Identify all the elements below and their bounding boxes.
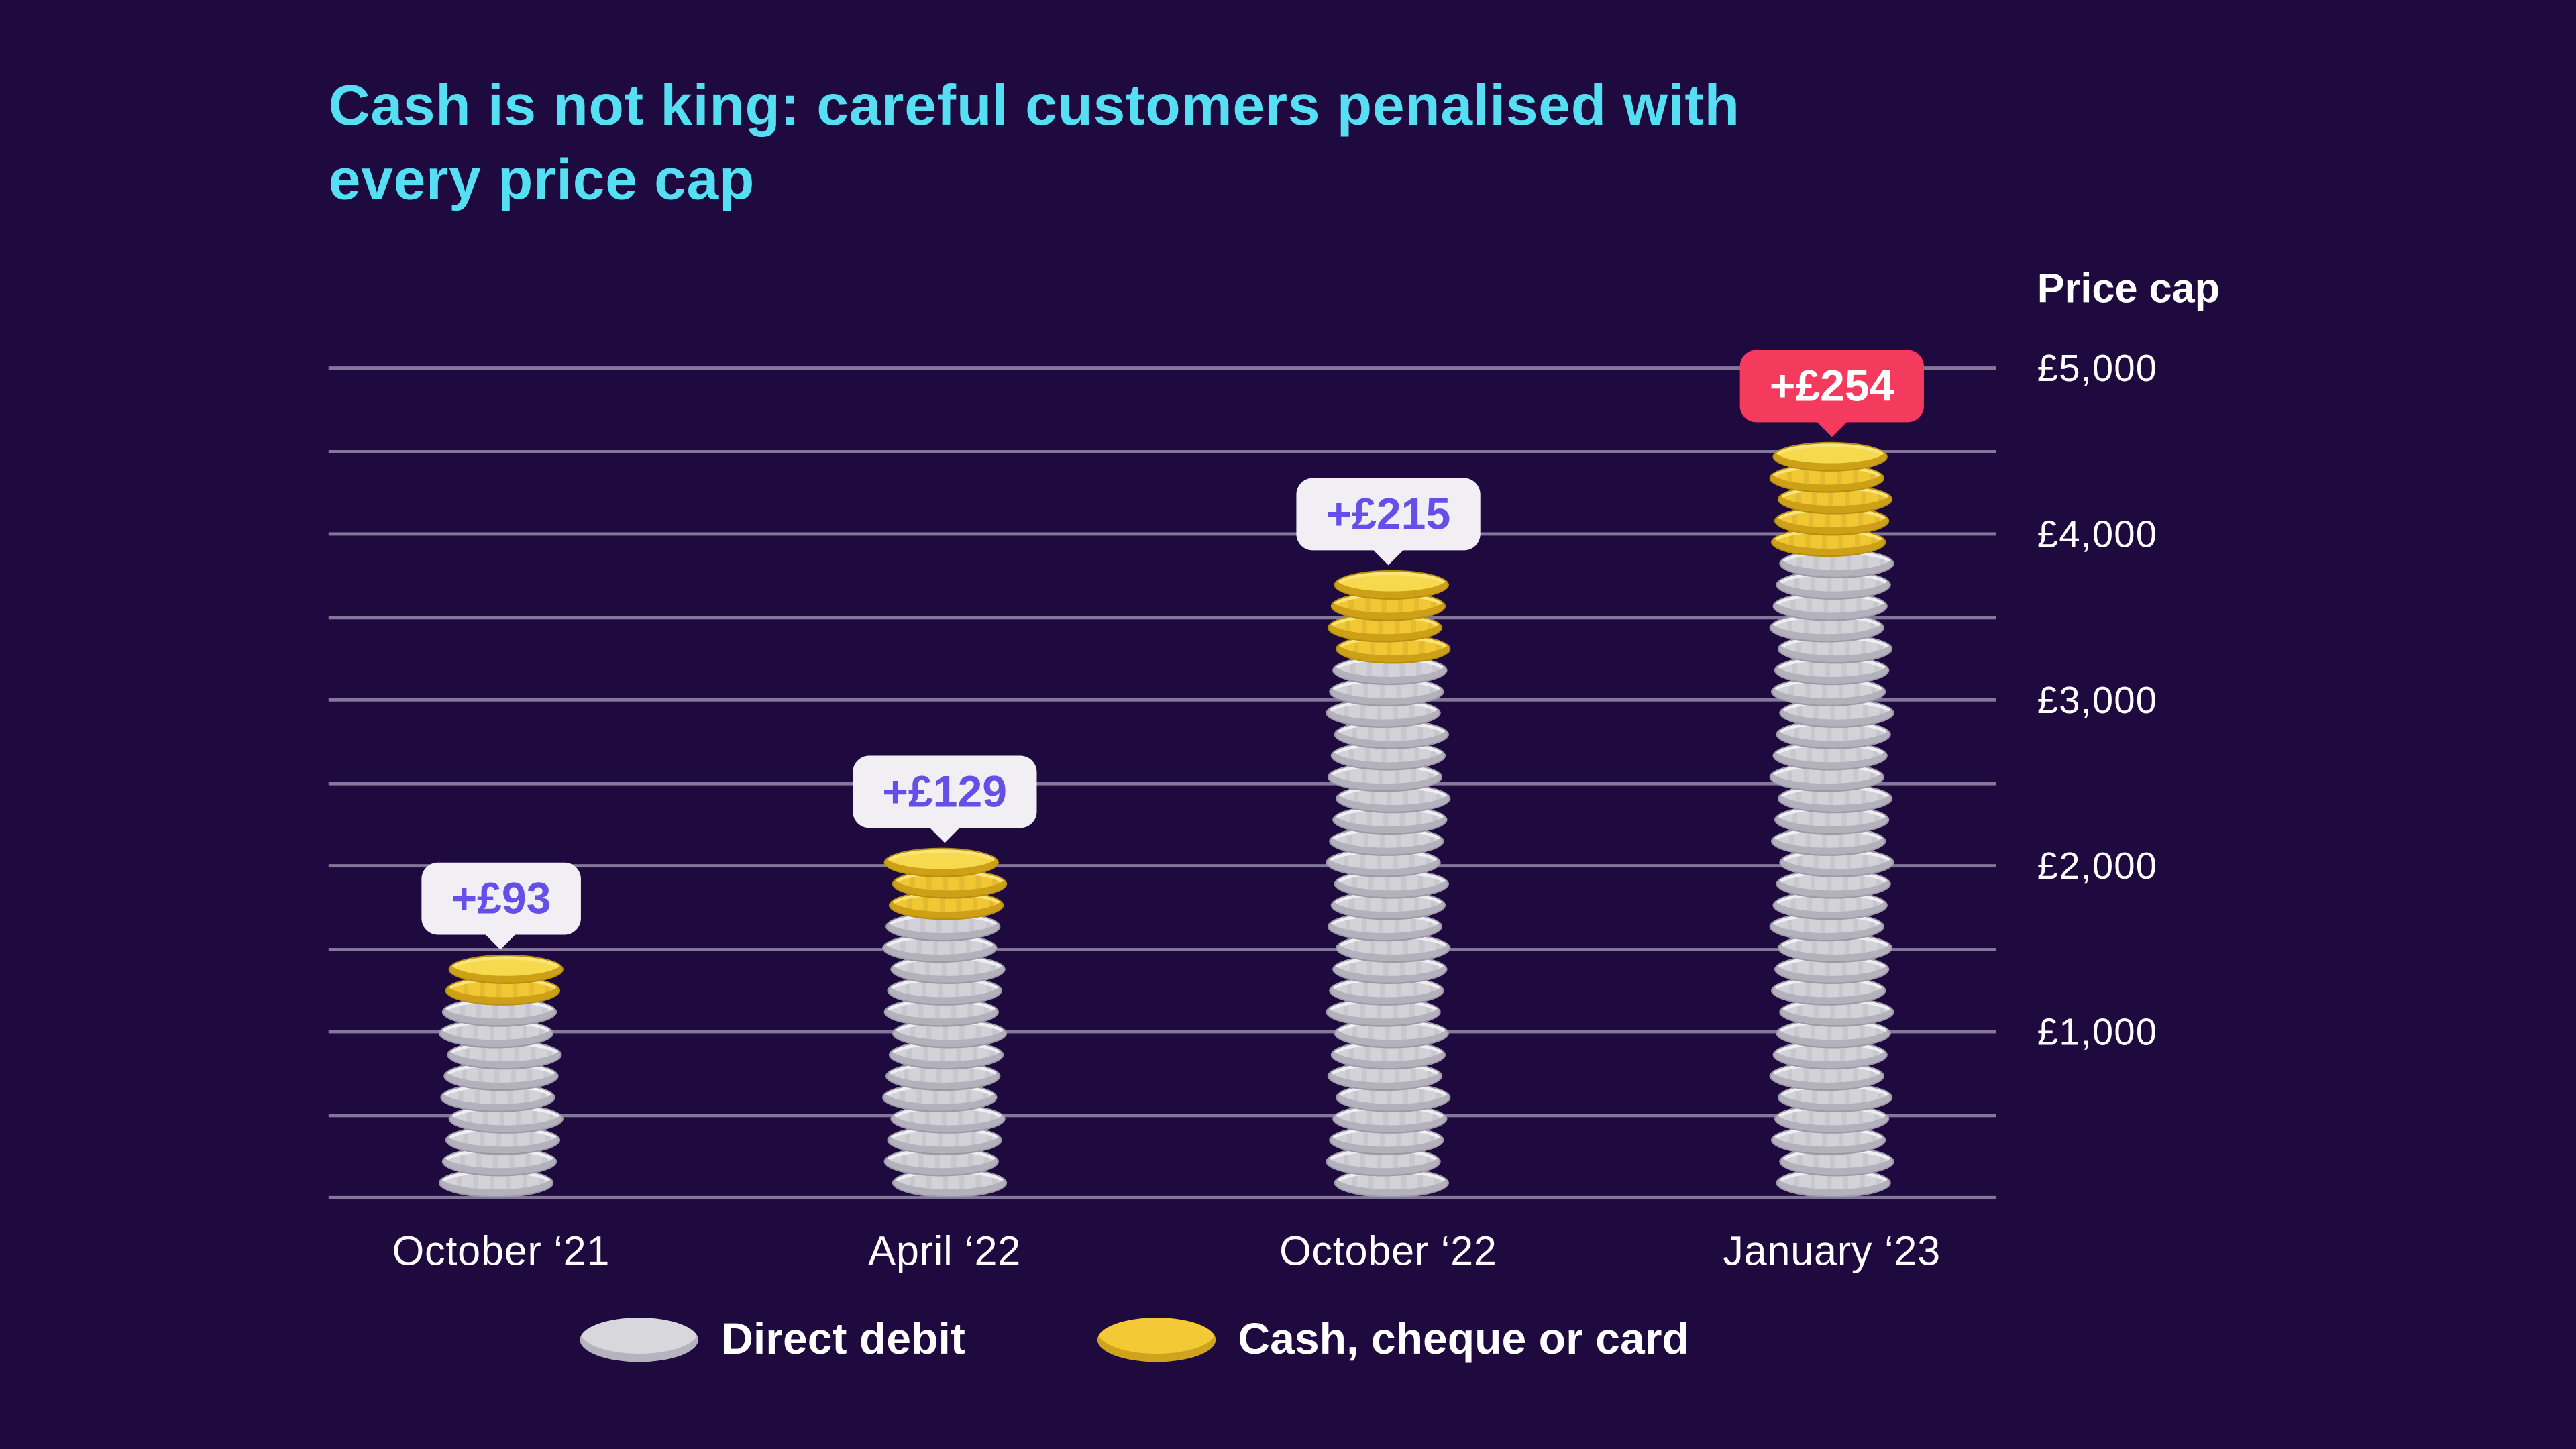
direct-debit-coin: [1774, 655, 1890, 686]
direct-debit-coin: [1336, 933, 1451, 963]
value-badge: +£254: [1739, 350, 1924, 423]
x-axis-label: April ‘22: [868, 1228, 1022, 1275]
legend-label: Cash, cheque or card: [1238, 1314, 1689, 1364]
gridline: [328, 615, 1996, 619]
gridline: [328, 781, 1996, 785]
chart-title-line2: every price cap: [328, 148, 755, 212]
value-badge: +£215: [1296, 478, 1481, 551]
y-axis-tick: £4,000: [2037, 513, 2158, 555]
direct-debit-coin: [1774, 1104, 1890, 1134]
y-axis-tick: £2,000: [2037, 844, 2158, 888]
x-axis-label: January ‘23: [1723, 1228, 1941, 1275]
direct-debit-coin: [1779, 548, 1894, 579]
legend: Direct debit Cash, cheque or card: [580, 1314, 1689, 1365]
direct-debit-coin: [1771, 826, 1886, 856]
y-axis-title: Price cap: [2037, 266, 2220, 313]
cash-coin: [445, 975, 561, 1006]
value-badge: +£129: [853, 755, 1037, 828]
gridline: [328, 947, 1996, 951]
value-badge: +£93: [421, 862, 581, 935]
gridline: [328, 449, 1996, 453]
chart-title: Cash is not king: careful customers pena…: [329, 69, 2136, 217]
gridline: [328, 1195, 1996, 1199]
direct-debit-coin: [1326, 698, 1441, 728]
chart-title-line1: Cash is not king: careful customers pena…: [328, 74, 1740, 138]
gridline: [328, 1113, 1996, 1117]
yellow-coin-icon: [1096, 1318, 1216, 1362]
cash-coin: [1774, 506, 1890, 536]
direct-debit-coin: [443, 1061, 559, 1091]
gridline: [328, 366, 1996, 370]
gridline: [328, 864, 1996, 868]
cash-coin: [1771, 527, 1886, 557]
direct-debit-coin: [440, 1082, 555, 1112]
legend-item: Cash, cheque or card: [1096, 1314, 1689, 1365]
y-axis-tick: £1,000: [2037, 1010, 2158, 1053]
x-axis-label: October ‘22: [1279, 1228, 1497, 1275]
y-axis-tick: £3,000: [2037, 678, 2158, 722]
direct-debit-coin: [883, 997, 999, 1027]
direct-debit-coin: [1326, 847, 1441, 877]
x-axis-label: October ‘21: [392, 1228, 610, 1275]
direct-debit-coin: [1329, 676, 1444, 707]
legend-item: Direct debit: [580, 1314, 965, 1365]
direct-debit-coin: [1329, 826, 1444, 856]
gray-coin-icon: [580, 1318, 698, 1362]
y-axis-tick: £5,000: [2037, 346, 2158, 390]
gridline: [328, 698, 1996, 702]
gridline: [328, 532, 1996, 536]
gridline: [328, 1030, 1996, 1034]
legend-label: Direct debit: [721, 1314, 965, 1364]
cash-coin: [1769, 463, 1884, 493]
direct-debit-coin: [445, 1125, 561, 1155]
